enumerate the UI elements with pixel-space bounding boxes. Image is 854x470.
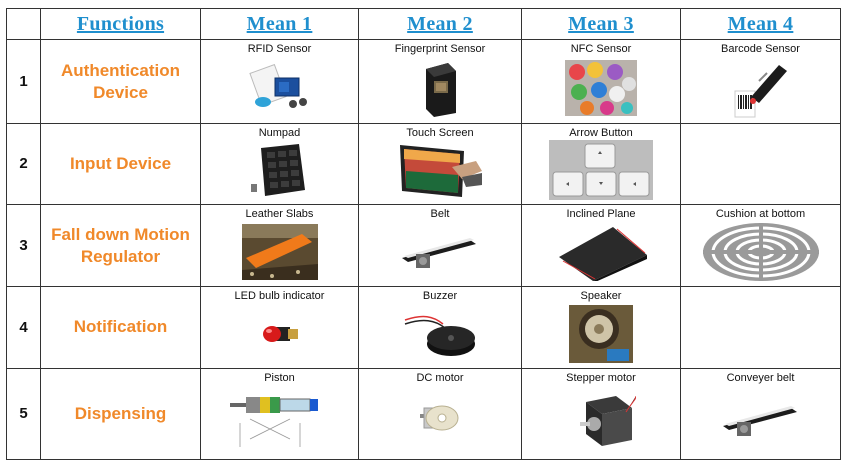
mean-cell: Conveyer belt — [680, 367, 841, 461]
row-number: 4 — [6, 286, 41, 369]
led-bulb-image — [201, 304, 358, 363]
speaker-image — [522, 304, 680, 363]
mean-cell: Numpad — [200, 122, 359, 206]
mean-label: Speaker — [580, 290, 622, 303]
mean-label: Cushion at bottom — [715, 208, 806, 221]
mean-label: Piston — [264, 371, 295, 384]
mean-label: RFID Sensor — [247, 43, 312, 56]
touch-screen-image — [359, 141, 521, 200]
mean-cell: Fingerprint Sensor — [358, 39, 522, 124]
header-mean-4: Mean 4 — [680, 7, 841, 41]
function-name: Dispensing — [40, 367, 201, 461]
function-name: Notification — [40, 286, 201, 369]
mean-label: Touch Screen — [406, 126, 474, 139]
table-row: 2 Input Device Numpad Touch Screen — [6, 122, 841, 206]
mean-cell: Cushion at bottom — [680, 204, 841, 288]
mean-cell: LED bulb indicator — [200, 286, 359, 369]
mean-cell: Piston — [200, 367, 359, 461]
nfc-tags-image — [522, 57, 680, 118]
morphological-chart-table: Functions Mean 1 Mean 2 Mean 3 Mean 4 1 … — [6, 7, 841, 461]
cushion-grate-image — [681, 222, 840, 282]
mean-cell: Touch Screen — [358, 122, 522, 206]
row-number: 2 — [6, 122, 41, 206]
mean-label: Buzzer — [422, 290, 458, 303]
mean-label: DC motor — [416, 371, 464, 384]
function-name: Authentication Device — [40, 39, 201, 124]
piston-diagram-image — [201, 386, 358, 455]
header-mean-3: Mean 3 — [521, 7, 681, 41]
row-number: 3 — [6, 204, 41, 288]
function-name: Fall down Motion Regulator — [40, 204, 201, 288]
mean-label: Leather Slabs — [245, 208, 314, 221]
dc-motor-image — [359, 386, 521, 455]
mean-label: NFC Sensor — [570, 43, 632, 56]
belt-conveyor-image — [359, 222, 521, 282]
mean-label: LED bulb indicator — [234, 290, 325, 303]
mean-cell: NFC Sensor — [521, 39, 681, 124]
fingerprint-sensor-image — [359, 57, 521, 118]
row-number: 1 — [6, 39, 41, 124]
mean-cell: Arrow Button — [521, 122, 681, 206]
mean-cell: Buzzer — [358, 286, 522, 369]
mean-label: Barcode Sensor — [721, 43, 800, 56]
mean-label: Belt — [430, 208, 450, 221]
mean-label: Conveyer belt — [726, 371, 795, 384]
mean-cell: Leather Slabs — [200, 204, 359, 288]
table-row: 5 Dispensing Piston DC motor — [6, 367, 841, 461]
arrow-keys-image — [522, 140, 680, 201]
mean-label: Inclined Plane — [566, 208, 636, 221]
header-functions: Functions — [40, 7, 201, 41]
table-row: 1 Authentication Device RFID Sensor Fing… — [6, 39, 841, 124]
barcode-scanner-image — [681, 57, 840, 118]
header-row: Functions Mean 1 Mean 2 Mean 3 Mean 4 — [6, 7, 841, 41]
table-row: 3 Fall down Motion Regulator Leather Sla… — [6, 204, 841, 288]
inclined-plane-image — [522, 222, 680, 282]
stepper-motor-image — [522, 386, 680, 455]
header-mean-1: Mean 1 — [200, 7, 359, 41]
numpad-image — [201, 141, 358, 200]
mean-cell: Barcode Sensor — [680, 39, 841, 124]
mean-cell: Speaker — [521, 286, 681, 369]
header-mean-2: Mean 2 — [358, 7, 522, 41]
mean-cell: Belt — [358, 204, 522, 288]
mean-cell: DC motor — [358, 367, 522, 461]
function-name: Input Device — [40, 122, 201, 206]
mean-label: Fingerprint Sensor — [394, 43, 486, 56]
mean-label: Stepper motor — [566, 371, 636, 384]
table-row: 4 Notification LED bulb indicator Buzzer — [6, 286, 841, 369]
leather-slabs-image — [201, 222, 358, 282]
mean-cell: Inclined Plane — [521, 204, 681, 288]
row-number: 5 — [6, 367, 41, 461]
mean-cell — [680, 286, 841, 369]
mean-cell: Stepper motor — [521, 367, 681, 461]
header-blank-cell — [6, 7, 41, 41]
conveyer-belt-image — [681, 386, 840, 455]
buzzer-image — [359, 304, 521, 363]
mean-cell: RFID Sensor — [200, 39, 359, 124]
mean-label: Arrow Button — [569, 126, 633, 139]
rfid-kit-image — [201, 57, 358, 118]
mean-cell — [680, 122, 841, 206]
mean-label: Numpad — [258, 126, 301, 139]
